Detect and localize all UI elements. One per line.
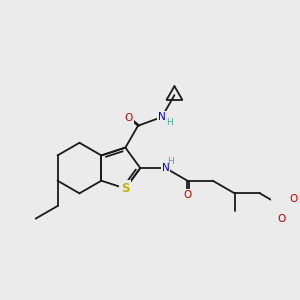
Text: O: O: [290, 194, 298, 204]
Text: O: O: [278, 214, 286, 224]
Text: H: H: [168, 157, 174, 166]
Text: N: N: [158, 112, 166, 122]
Text: S: S: [121, 182, 130, 195]
Text: H: H: [298, 194, 300, 203]
Text: N: N: [162, 163, 170, 173]
Text: O: O: [124, 112, 133, 123]
Text: H: H: [166, 118, 172, 127]
Text: O: O: [183, 190, 192, 200]
